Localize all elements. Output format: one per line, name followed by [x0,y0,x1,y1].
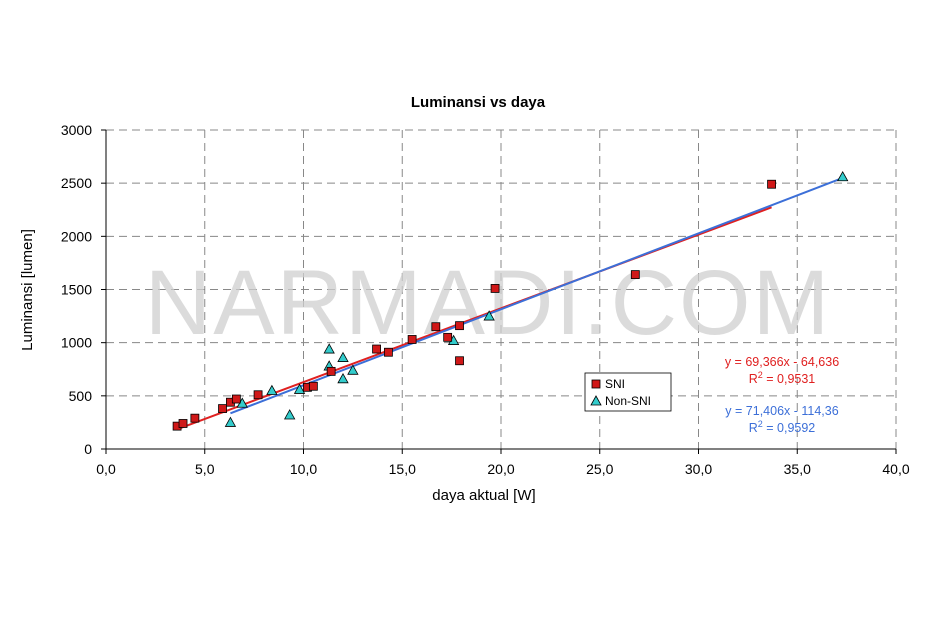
legend-marker-sni [591,379,601,389]
trendline-equation-sni: y = 69,366x - 64,636 [725,355,839,369]
y-tick-label: 500 [69,388,93,404]
legend-marker-non-sni [590,395,602,406]
y-tick-label: 2000 [61,228,92,244]
data-point-sni [384,347,393,357]
data-point-sni [455,356,464,366]
trendline-equation-non-sni: y = 71,406x - 114,36 [725,404,838,418]
data-point-non-sni [347,364,359,375]
trendline-r2-non-sni: R2 = 0,9592 [749,419,816,435]
y-tick-label: 2500 [61,175,92,191]
x-axis-label: daya aktual [W] [432,487,535,504]
chart-title: Luminansi vs daya [411,94,546,111]
data-point-sni [407,335,417,344]
data-points [172,170,849,431]
y-tick-label: 3000 [61,122,92,138]
x-tick-label: 0,0 [96,461,116,477]
data-point-sni [767,179,776,189]
data-point-non-sni [323,343,335,354]
y-axis-label: Luminansi [lumen] [19,229,36,351]
y-tick-label: 0 [84,441,92,457]
x-tick-label: 35,0 [784,461,811,477]
x-tick-label: 15,0 [389,461,416,477]
watermark: NARMADI.COM [145,252,831,354]
data-point-non-sni [836,170,849,182]
data-point-sni [490,284,500,293]
axes: 0,0 5,0 10,0 15,0 20,0 25,0 30,0 35,0 40,0 0 500 10… [61,122,910,477]
x-tick-label: 25,0 [586,461,613,477]
x-tick-label: 30,0 [685,461,712,477]
legend-label-non-sni: Non-SNI [605,394,651,408]
data-point-non-sni [293,383,306,394]
data-point-non-sni [283,409,296,420]
data-point-non-sni [337,351,349,362]
x-tick-label: 40,0 [882,461,909,477]
data-point-non-sni [224,416,237,427]
svg-text:NARMADI.COM: NARMADI.COM [145,252,831,354]
data-point-sni [178,419,188,428]
data-point-sni [630,270,640,280]
y-tick-label: 1000 [61,335,92,351]
data-point-sni [308,381,318,391]
data-point-sni [455,321,464,331]
x-tick-label: 20,0 [487,461,514,477]
trendline-r2-sni: R2 = 0,9531 [749,370,816,386]
data-point-sni [431,322,441,332]
data-point-non-sni [483,310,495,321]
data-point-sni [443,332,453,342]
data-point-non-sni [337,372,349,384]
legend: SNI Non-SNI [584,372,672,412]
data-point-sni [372,344,381,354]
x-tick-label: 10,0 [290,461,317,477]
data-point-sni [231,394,241,404]
data-point-sni [218,404,227,413]
x-tick-label: 5,0 [195,461,215,477]
data-point-sni [253,390,263,400]
legend-label-sni: SNI [605,377,625,391]
data-point-sni [326,366,336,376]
data-point-non-sni [266,384,278,395]
grid-lines [106,129,897,449]
data-point-sni [190,413,200,423]
y-tick-label: 1500 [61,282,92,298]
